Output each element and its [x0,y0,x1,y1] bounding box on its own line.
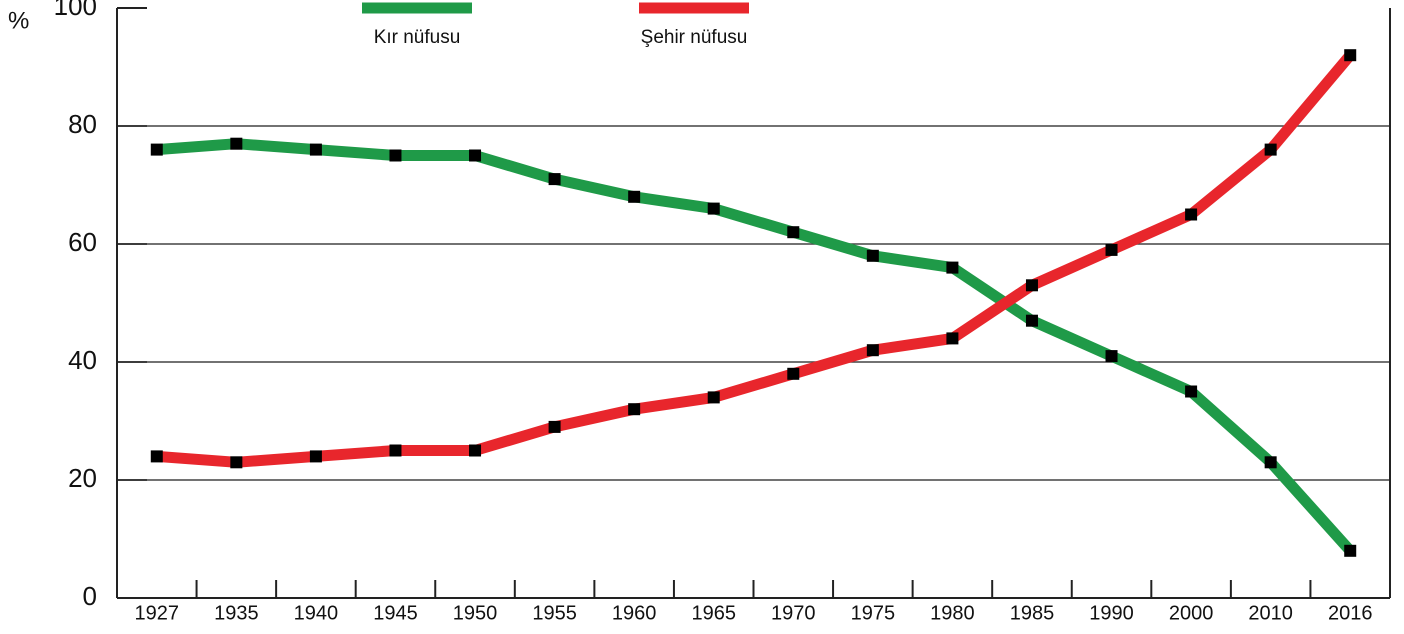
data-point [866,344,879,357]
data-point [946,261,959,274]
series-line [156,51,1355,468]
y-tick-label: 60 [68,227,97,257]
data-point [150,143,163,156]
data-point [1264,456,1277,469]
y-tick-label: 0 [83,581,97,611]
data-point [309,143,322,156]
x-tick-label: 1985 [1010,602,1055,624]
x-tick-label: 1927 [135,602,180,624]
data-point [1185,208,1198,221]
y-tick-label: 100 [54,0,97,21]
data-point [707,202,720,215]
x-tick-label: 1960 [612,602,657,624]
x-tick-label: 1970 [771,602,816,624]
legend-label: Şehir nüfusu [641,27,748,48]
data-point [389,149,402,162]
data-point [1344,544,1357,557]
x-tick-label: 1940 [294,602,339,624]
x-tick-label: 2010 [1248,602,1293,624]
x-tick-label: 1990 [1089,602,1134,624]
y-tick-label: 20 [68,463,97,493]
x-tick-label: 1980 [930,602,975,624]
data-point [1025,314,1038,327]
y-axis-label: % [8,7,29,34]
data-point [230,456,243,469]
data-point [628,403,641,416]
data-point [548,173,561,186]
series-line [156,138,1355,555]
data-point [1185,385,1198,398]
x-tick-label: 1950 [453,602,498,624]
data-point [707,391,720,404]
data-point [309,450,322,463]
data-point [866,249,879,262]
data-point [389,444,402,457]
data-point [946,332,959,345]
x-tick-label: 1935 [214,602,259,624]
x-tick-label: 1965 [691,602,736,624]
data-point [469,444,482,457]
data-point [548,420,561,433]
data-point [1344,49,1357,62]
x-tick-label: 2016 [1328,602,1373,624]
data-point [787,226,800,239]
data-point [1025,279,1038,292]
data-point [628,190,641,203]
data-point [787,367,800,380]
x-tick-label: 1975 [851,602,896,624]
y-tick-label: 80 [68,109,97,139]
data-point [1264,143,1277,156]
data-point [150,450,163,463]
data-point [230,137,243,150]
x-tick-label: 2000 [1169,602,1214,624]
x-tick-label: 1955 [532,602,577,624]
x-tick-label: 1945 [373,602,418,624]
y-tick-label: 40 [68,345,97,375]
data-point [1105,243,1118,256]
legend-label: Kır nüfusu [374,27,461,48]
data-point [469,149,482,162]
data-point [1105,350,1118,363]
